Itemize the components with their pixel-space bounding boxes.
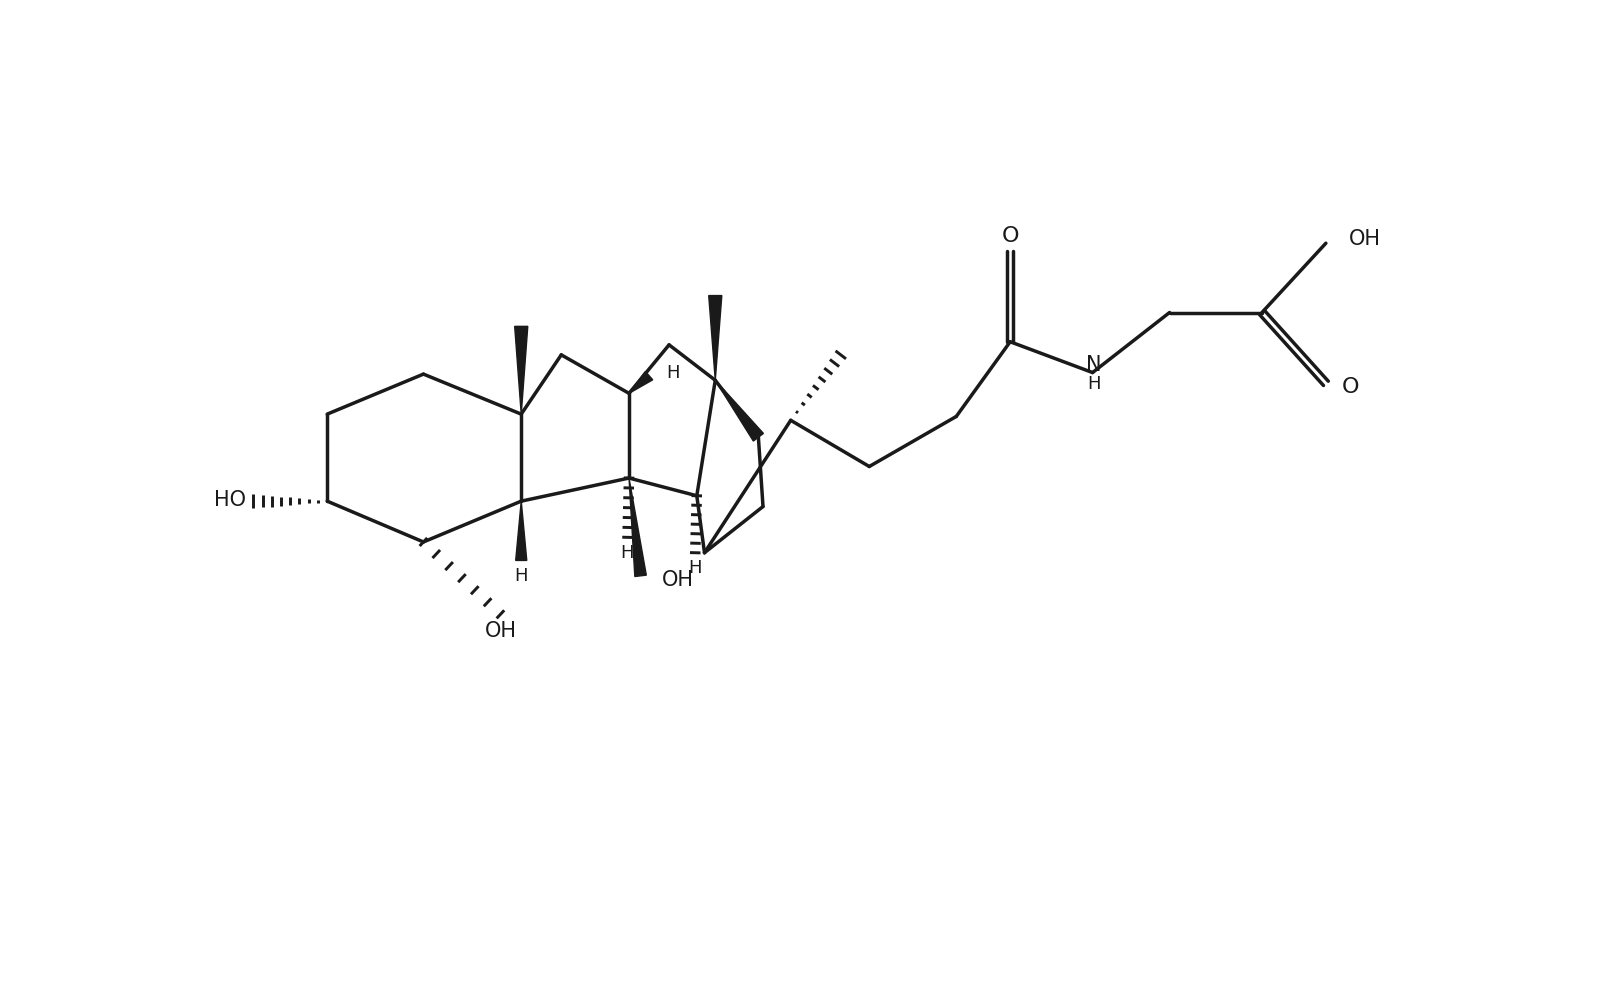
Polygon shape <box>716 380 764 441</box>
Polygon shape <box>516 501 527 560</box>
Polygon shape <box>629 478 646 577</box>
Polygon shape <box>514 326 527 414</box>
Text: H: H <box>666 364 680 382</box>
Text: HO: HO <box>213 490 245 510</box>
Text: H: H <box>688 559 701 577</box>
Text: O: O <box>1341 377 1359 397</box>
Text: H: H <box>1088 375 1101 393</box>
Text: N: N <box>1086 355 1103 375</box>
Polygon shape <box>709 296 722 380</box>
Text: H: H <box>621 544 634 562</box>
Text: OH: OH <box>485 621 516 641</box>
Polygon shape <box>629 371 653 393</box>
Text: OH: OH <box>663 570 695 590</box>
Text: H: H <box>514 567 529 585</box>
Text: OH: OH <box>1349 229 1381 249</box>
Text: O: O <box>1001 226 1019 245</box>
